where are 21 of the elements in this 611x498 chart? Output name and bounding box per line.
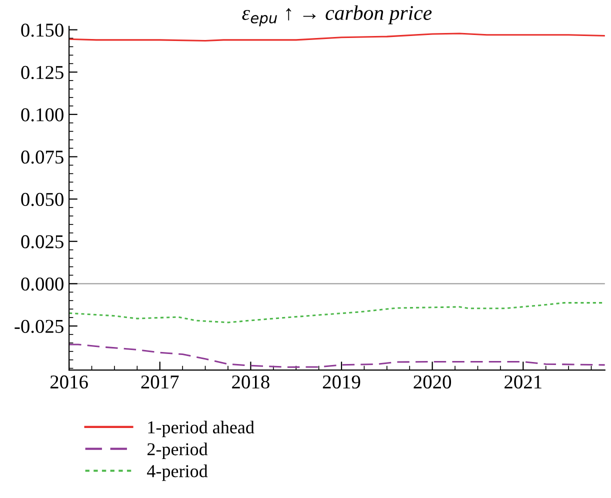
x-tick-label: 2019 bbox=[322, 375, 360, 389]
line-series bbox=[69, 32, 605, 42]
line-series bbox=[69, 302, 605, 324]
y-tick-label: 0.025 bbox=[21, 235, 64, 248]
x-tick-label: 2021 bbox=[504, 375, 542, 389]
line-series bbox=[69, 344, 605, 368]
y-tick-label: -0.025 bbox=[14, 320, 64, 334]
y-tick-label: 0.150 bbox=[21, 24, 64, 37]
y-tick-label: 0.075 bbox=[21, 150, 64, 164]
x-tick-label: 2020 bbox=[414, 375, 452, 389]
chart-title: ε$_{epu}$ ↑ → carbon price bbox=[242, 5, 432, 26]
x-tick-label: 2017 bbox=[141, 375, 179, 389]
legend-label: 1-period ahead bbox=[148, 420, 254, 438]
legend-label: 2-period bbox=[147, 442, 208, 460]
x-tick-label: 2018 bbox=[232, 375, 270, 389]
y-tick-label: 0.100 bbox=[21, 108, 64, 122]
y-tick-label: 0.000 bbox=[21, 278, 64, 291]
legend-label: 4-period bbox=[147, 464, 208, 481]
y-tick-label: 0.050 bbox=[21, 192, 64, 206]
x-tick-label: 2016 bbox=[50, 375, 88, 389]
y-tick-label: 0.125 bbox=[21, 66, 64, 80]
